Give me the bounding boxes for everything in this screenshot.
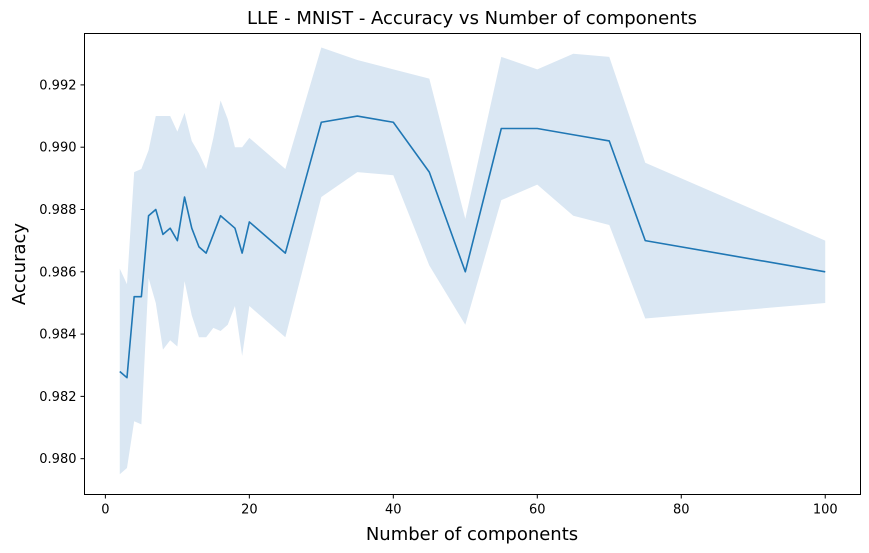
mean-line-layer [119, 115, 826, 379]
confidence-band [119, 47, 826, 475]
mean-accuracy-line [119, 115, 826, 379]
y-axis-label: Accuracy [9, 223, 30, 306]
x-tick-label: 40 [385, 503, 402, 518]
y-axis: 0.980 0.982 0.984 0.986 0.988 0.990 0.992 [39, 78, 85, 467]
x-axis: 0 20 40 60 80 100 [101, 494, 838, 518]
y-tick-label: 0.980 [39, 452, 76, 467]
y-tick-label: 0.992 [39, 78, 76, 93]
x-tick-label: 80 [673, 503, 690, 518]
plot-frame [84, 33, 861, 495]
confidence-band-layer [119, 47, 826, 475]
x-tick-label: 20 [241, 503, 258, 518]
x-axis-label: Number of components [366, 524, 578, 545]
x-tick-label: 60 [529, 503, 546, 518]
y-tick-label: 0.990 [39, 141, 76, 156]
chart-title: LLE - MNIST - Accuracy vs Number of comp… [247, 8, 697, 29]
y-tick-label: 0.988 [39, 203, 76, 218]
x-tick-label: 0 [101, 503, 109, 518]
x-tick-label: 100 [813, 503, 838, 518]
y-tick-label: 0.984 [39, 328, 76, 343]
y-tick-label: 0.982 [39, 390, 76, 405]
y-tick-label: 0.986 [39, 265, 76, 280]
